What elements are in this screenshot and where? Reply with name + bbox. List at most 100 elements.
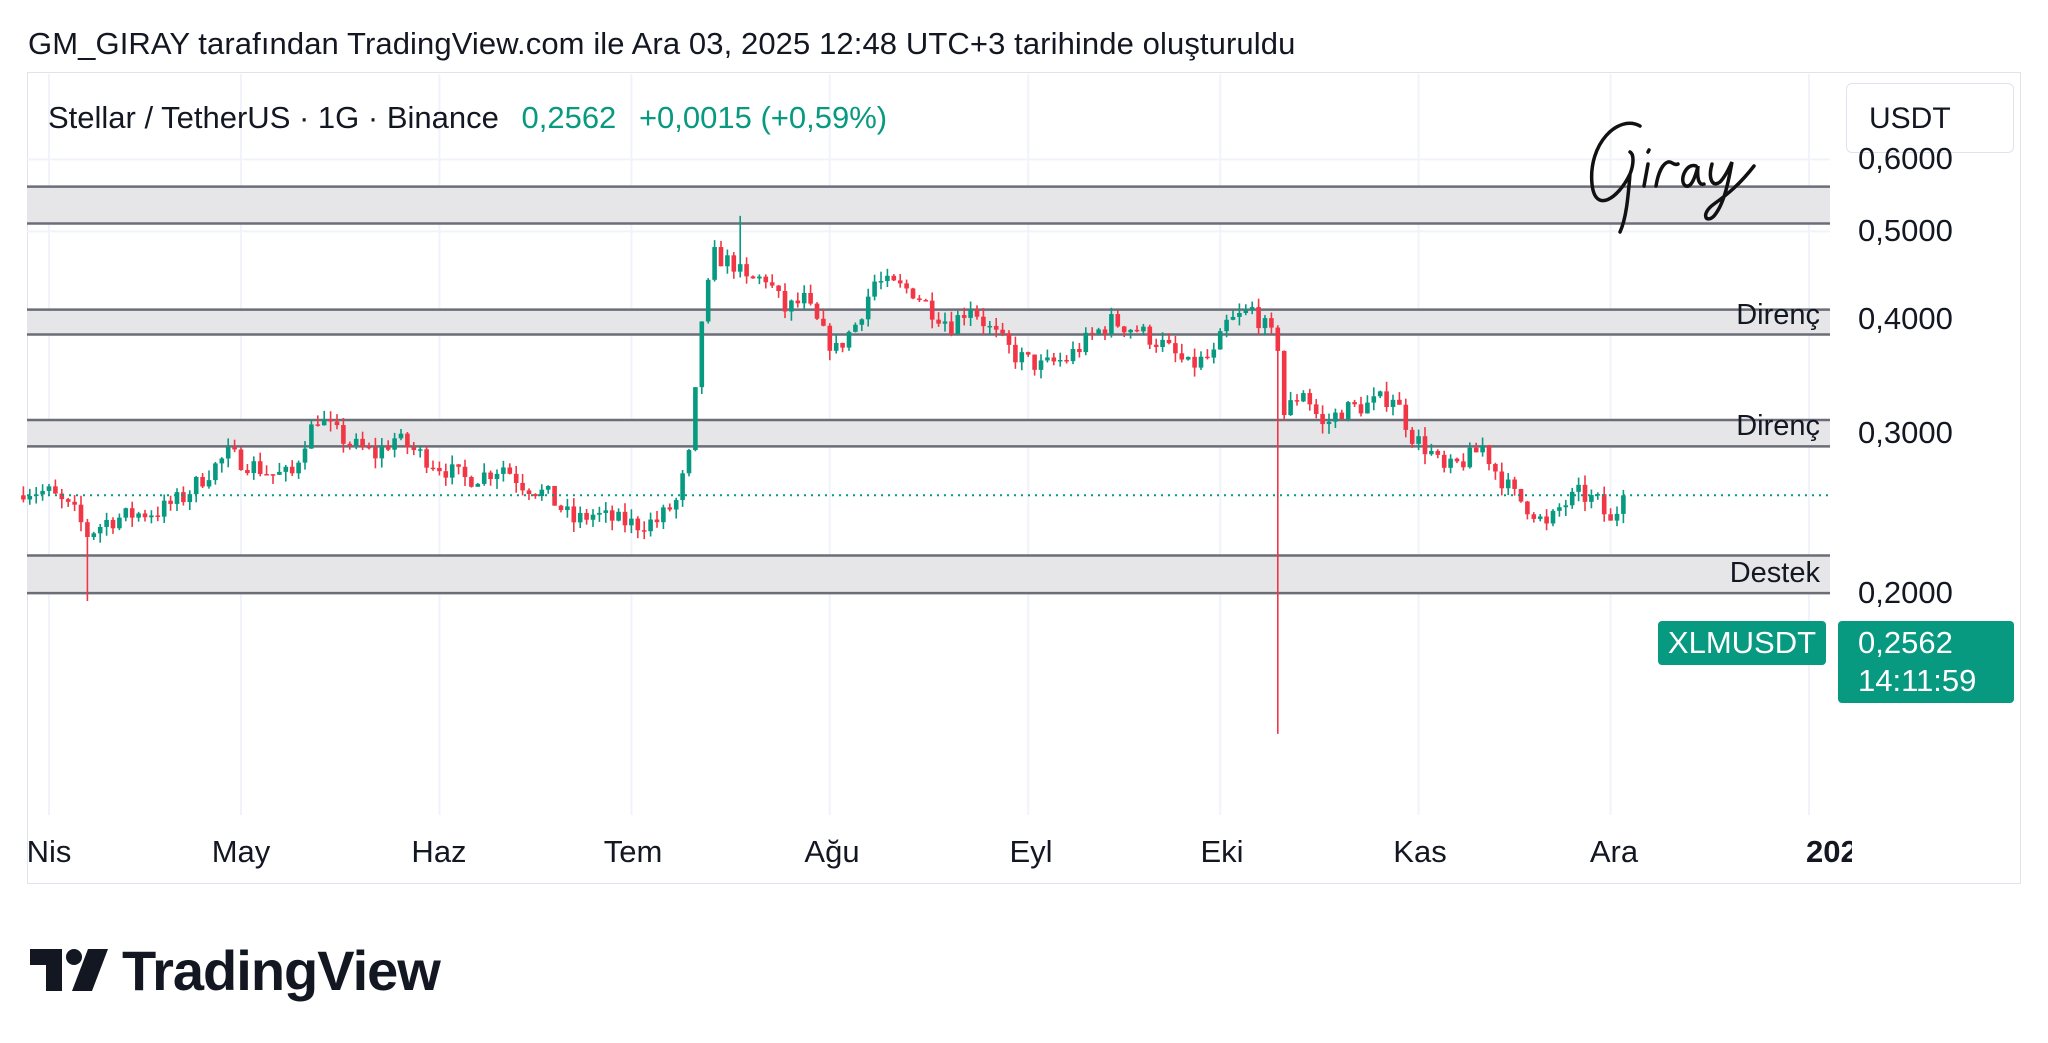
candle-body	[878, 281, 884, 283]
candle-body	[1608, 514, 1613, 521]
sr-zone	[27, 186, 1830, 224]
candle-body	[629, 518, 634, 526]
candle-body	[1416, 436, 1421, 444]
candle-body	[1544, 516, 1549, 524]
candle-body	[558, 505, 564, 511]
candle-body	[1429, 450, 1434, 455]
candle-body	[264, 474, 269, 476]
candle-body	[616, 511, 621, 521]
candle-body	[1358, 404, 1364, 414]
candle-body	[462, 466, 468, 478]
candle-body	[961, 315, 967, 318]
candle-body	[789, 300, 794, 312]
candle-body	[1582, 484, 1588, 502]
candle-body	[392, 438, 397, 450]
candle-body	[513, 473, 519, 483]
candle-body	[1569, 491, 1575, 506]
candle-body	[853, 324, 858, 332]
candle-body	[1409, 429, 1415, 444]
candle-body	[283, 466, 289, 472]
candle-body	[1256, 307, 1261, 329]
currency-button[interactable]: USDT	[1846, 83, 2014, 153]
symbol-name: Stellar / TetherUS · 1G · Binance	[48, 100, 499, 135]
time-axis-label: Eyl	[1009, 834, 1053, 869]
candle-body	[942, 321, 948, 324]
candle-body	[1141, 326, 1146, 332]
candle-body	[814, 303, 820, 319]
candle-body	[27, 496, 33, 500]
candle-body	[123, 508, 129, 518]
candle-body	[808, 293, 813, 304]
candle-body	[949, 321, 954, 335]
candle-body	[821, 318, 826, 326]
candle-body	[449, 464, 455, 478]
candle-body	[1339, 412, 1345, 419]
candle-body	[1128, 329, 1133, 333]
candle-body	[65, 499, 71, 502]
candle-body	[1102, 329, 1108, 334]
candle-body	[1448, 458, 1453, 468]
candle-body	[1000, 329, 1005, 334]
candle-body	[117, 517, 122, 529]
candle-body	[1563, 505, 1569, 508]
candle-body	[776, 285, 781, 291]
candle-body	[993, 325, 999, 330]
candle-body	[699, 321, 705, 388]
tradingview-logo-text: TradingView	[122, 938, 441, 1002]
price-axis-label: 0,3000	[1858, 415, 1953, 450]
candle-body	[1269, 318, 1274, 328]
symbol-price: 0,2562	[521, 100, 617, 135]
candle-body	[565, 506, 570, 511]
candle-body	[1077, 349, 1082, 353]
candle-body	[110, 519, 116, 529]
candle-body	[1224, 319, 1229, 332]
candle-body	[424, 449, 429, 468]
candle-body	[1275, 327, 1281, 351]
candle-body	[1422, 436, 1428, 455]
candle-body	[846, 331, 852, 348]
time-axis-label: Nis	[26, 834, 72, 869]
candle-body	[929, 300, 935, 320]
candle-body	[251, 461, 257, 474]
candle-body	[526, 490, 532, 495]
candle-body	[78, 504, 84, 523]
candle-body	[533, 494, 538, 497]
candle-body	[1371, 396, 1377, 403]
candle-body	[1006, 333, 1012, 345]
candle-body	[1313, 404, 1319, 415]
candle-body	[289, 466, 295, 474]
candle-body	[1307, 393, 1313, 405]
candle-body	[1032, 354, 1037, 370]
candle-body	[1512, 479, 1517, 489]
candle-body	[1473, 447, 1479, 453]
candle-body	[334, 421, 340, 426]
candle-body	[405, 433, 410, 448]
candle-body	[590, 514, 596, 520]
candle-body	[1525, 501, 1530, 515]
tradingview-logo[interactable]: TradingView	[30, 938, 441, 1002]
snapshot-caption: GM_GIRAY tarafından TradingView.com ile …	[28, 26, 1296, 61]
candle-body	[1064, 360, 1069, 362]
candle-body	[33, 494, 39, 497]
candle-body	[622, 511, 628, 526]
candle-body	[1115, 314, 1121, 327]
candle-body	[488, 472, 493, 479]
sr-zone	[27, 309, 1830, 335]
candle-body	[72, 501, 77, 505]
candle-body	[1601, 494, 1607, 515]
candle-body	[443, 471, 449, 478]
candle-body	[974, 309, 980, 317]
candle-body	[737, 264, 743, 272]
candle-countdown: 14:11:59	[1858, 663, 1977, 698]
candle-body	[904, 283, 909, 289]
candle-body	[1211, 349, 1217, 358]
candle-body	[187, 494, 193, 503]
candle-body	[712, 247, 717, 280]
candle-body	[897, 280, 903, 284]
candle-body	[1345, 402, 1351, 419]
candle-body	[366, 446, 372, 449]
candle-body	[1320, 414, 1325, 425]
candle-body	[1550, 510, 1556, 524]
candle-body	[501, 467, 506, 474]
